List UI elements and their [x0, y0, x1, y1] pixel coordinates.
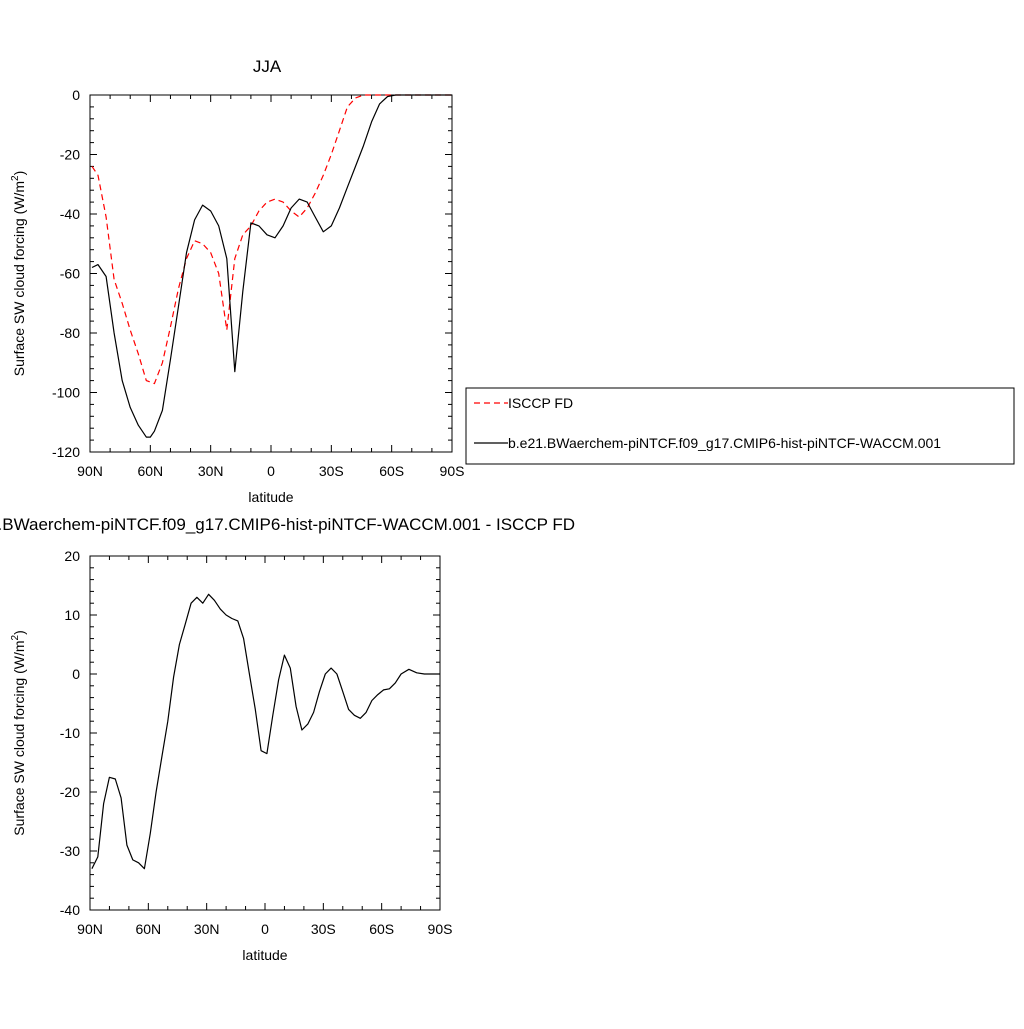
y-axis-label-sup: 2: [10, 175, 21, 181]
y-tick-label: -10: [60, 725, 80, 741]
chart-2: b.e21.BWaerchem-piNTCF.f09_g17.CMIP6-his…: [0, 515, 575, 963]
y-tick-label: -120: [52, 444, 80, 460]
y-tick-label: -40: [60, 206, 80, 222]
y-axis-label-close: ): [11, 630, 27, 635]
y-tick-label: -30: [60, 843, 80, 859]
x-tick-label: 60N: [137, 463, 163, 479]
y-axis-label: Surface SW cloud forcing (W/m2): [10, 630, 27, 836]
y-axis-label-sup: 2: [10, 634, 21, 640]
y-tick-label: -40: [60, 902, 80, 918]
plot-frame: [89, 94, 453, 453]
x-tick-label: 90N: [77, 463, 103, 479]
y-tick-label: -20: [60, 147, 80, 163]
x-tick-label: 60S: [369, 921, 394, 937]
series-line-1: [91, 593, 440, 870]
x-tick-label: 30S: [311, 921, 336, 937]
y-tick-label: 20: [64, 548, 80, 564]
x-tick-label: 0: [261, 921, 269, 937]
x-tick-label: 90S: [440, 463, 465, 479]
y-axis-label-main: Surface SW cloud forcing (W/m: [11, 181, 27, 376]
y-tick-label: -20: [60, 784, 80, 800]
x-tick-label: 30S: [319, 463, 344, 479]
series-line-2: [91, 94, 452, 438]
x-tick-label: 0: [267, 463, 275, 479]
x-tick-label: 60S: [379, 463, 404, 479]
y-axis-label-close: ): [11, 171, 27, 176]
chart-title: b.e21.BWaerchem-piNTCF.f09_g17.CMIP6-his…: [0, 515, 575, 534]
legend-label-1: ISCCP FD: [508, 395, 573, 411]
plot-frame: [89, 555, 441, 911]
legend: ISCCP FD b.e21.BWaerchem-piNTCF.f09_g17.C…: [465, 387, 1015, 465]
x-axis-label: latitude: [248, 489, 293, 505]
y-axis-label-main: Surface SW cloud forcing (W/m: [11, 640, 27, 835]
y-tick-label: 0: [72, 87, 80, 103]
series-line-1: [91, 94, 452, 385]
y-tick-label: -60: [60, 266, 80, 282]
y-tick-label: 0: [72, 666, 80, 682]
legend-label-2: b.e21.BWaerchem-piNTCF.f09_g17.CMIP6-his…: [508, 435, 941, 451]
x-axis-label: latitude: [242, 947, 287, 963]
y-tick-label: 10: [64, 607, 80, 623]
y-tick-label: -80: [60, 325, 80, 341]
chart-1: JJA 90N 60N 30N 0 30S 60S 90S 0 -20 -40 -60 -80 -100 -…: [10, 57, 1015, 505]
y-tick-label: -100: [52, 385, 80, 401]
x-tick-label: 90S: [428, 921, 453, 937]
x-tick-label: 30N: [198, 463, 224, 479]
x-tick-label: 30N: [194, 921, 220, 937]
legend-box: [465, 387, 1015, 465]
y-axis-label: Surface SW cloud forcing (W/m2): [10, 171, 27, 377]
x-tick-label: 60N: [135, 921, 161, 937]
chart-title: JJA: [253, 57, 282, 76]
x-tick-label: 90N: [77, 921, 103, 937]
